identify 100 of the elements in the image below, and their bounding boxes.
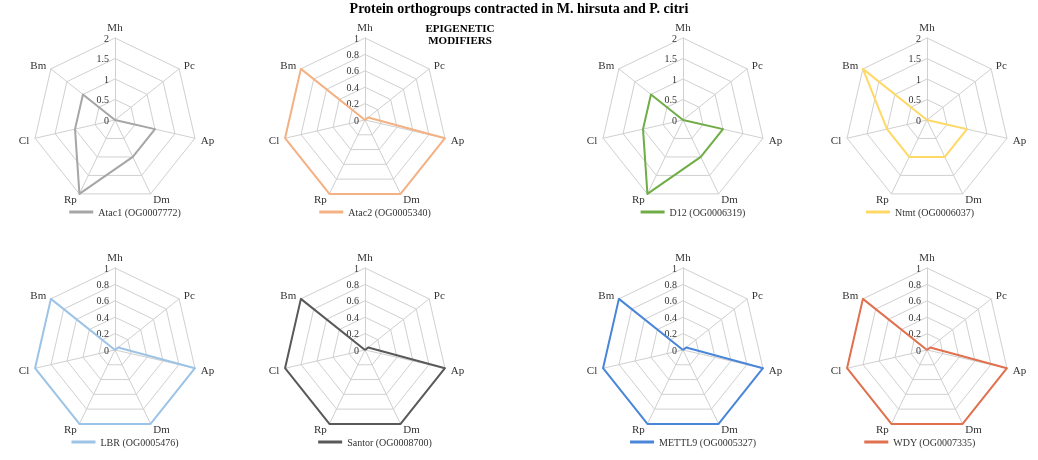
spoke-label: Bm [842, 289, 859, 302]
spoke-label: Ap [768, 363, 783, 376]
y-tick-label: 0.8 [96, 278, 109, 290]
y-tick-label: 2 [916, 32, 921, 44]
legend-label: Atac2 (OG0005340) [348, 206, 431, 219]
spoke-label: Bm [598, 59, 615, 72]
y-tick-label: 0.4 [346, 81, 359, 93]
y-tick-label: 0.4 [664, 311, 677, 323]
spoke-label: Pc [183, 59, 195, 72]
y-tick-label: 2 [104, 32, 109, 44]
spoke-label: Mh [357, 250, 374, 263]
spoke-label: Ap [200, 363, 215, 376]
spoke-label: Cl [830, 363, 842, 376]
spoke-label: Mh [107, 250, 124, 263]
spoke-label: Pc [433, 289, 445, 302]
spoke-label: Mh [919, 20, 936, 33]
y-tick-label: 0 [354, 114, 359, 126]
spoke-label: Cl [830, 133, 842, 146]
spoke-label: Ap [450, 363, 465, 376]
legend-label: WDY (OG0007335) [893, 436, 976, 449]
spoke-label: Rp [631, 193, 646, 206]
y-tick-label: 0.8 [346, 48, 359, 60]
spoke-label: Rp [313, 423, 328, 436]
y-tick-label: 0 [916, 344, 921, 356]
spoke-label: Cl [18, 363, 30, 376]
y-tick-label: 1 [672, 262, 677, 274]
spoke-label: Bm [842, 59, 859, 72]
y-tick-label: 0.6 [908, 295, 921, 307]
y-tick-label: 0.5 [908, 94, 921, 105]
spoke-label: Dm [965, 193, 983, 206]
spoke-label: Ap [768, 133, 783, 146]
y-tick-label: 0.5 [96, 94, 109, 105]
y-tick-label: 1 [354, 32, 359, 44]
y-tick-label: 0.2 [346, 98, 359, 110]
y-tick-label: 0.4 [96, 311, 109, 323]
y-tick-label: 1 [916, 262, 921, 274]
spoke-label: Mh [919, 250, 936, 263]
spoke-label: Rp [313, 193, 328, 206]
y-tick-label: 0 [104, 344, 109, 356]
y-tick-label: 0 [104, 114, 109, 126]
text: Protein orthogroups contracted in M. hirsuta and P. citri [348, 1, 690, 17]
y-tick-label: 0.2 [346, 328, 359, 340]
spoke-label: Bm [30, 289, 47, 302]
y-tick-label: 0.5 [664, 94, 677, 105]
y-tick-label: 0.6 [96, 295, 109, 307]
spoke-label: Pc [995, 289, 1007, 302]
spoke-label: Dm [153, 423, 171, 436]
spoke-label: Bm [280, 59, 297, 72]
legend-label: D12 (OG0006319) [669, 206, 746, 219]
spoke-label: Mh [357, 20, 374, 33]
spoke-label: Pc [183, 289, 195, 302]
spoke-label: Pc [751, 289, 763, 302]
y-tick-label: 0 [672, 114, 677, 126]
spoke-label: Rp [63, 193, 78, 206]
spoke-label: Pc [433, 59, 445, 72]
spoke-label: Bm [280, 289, 297, 302]
spoke-label: Bm [30, 59, 47, 72]
spoke-label: Ap [1012, 133, 1027, 146]
y-tick-label: 0.6 [346, 65, 359, 77]
y-tick-label: 1.5 [664, 53, 677, 64]
y-tick-label: 0.6 [346, 295, 359, 307]
spoke-label: Cl [18, 133, 30, 146]
y-tick-label: 2 [672, 32, 677, 44]
y-tick-label: 0.2 [664, 328, 677, 340]
y-tick-label: 0 [916, 114, 921, 126]
spoke-label: Mh [107, 20, 124, 33]
legend-label: LBR (OG0005476) [100, 436, 179, 449]
spoke-label: Pc [995, 59, 1007, 72]
y-tick-label: 1 [104, 73, 109, 85]
y-tick-label: 1.5 [96, 53, 109, 64]
spoke-label: Ap [200, 133, 215, 146]
y-tick-label: 0.4 [346, 311, 359, 323]
y-tick-label: 0.6 [664, 295, 677, 307]
spoke-label: Rp [63, 423, 78, 436]
spoke-label: Pc [751, 59, 763, 72]
y-tick-label: 0.2 [908, 328, 921, 340]
spoke-label: Cl [268, 133, 280, 146]
legend-label: Santor (OG0008700) [347, 436, 432, 449]
spoke-label: Dm [403, 193, 421, 206]
spoke-label: Dm [403, 423, 421, 436]
legend-label: METTL9 (OG0005327) [659, 436, 756, 449]
spoke-label: Cl [268, 363, 280, 376]
y-tick-label: 0.4 [908, 311, 921, 323]
spoke-label: Dm [153, 193, 171, 206]
y-tick-label: 1 [916, 73, 921, 85]
spoke-label: Dm [721, 423, 739, 436]
spoke-label: Mh [675, 250, 692, 263]
spoke-label: Rp [875, 193, 890, 206]
spoke-label: Rp [875, 423, 890, 436]
y-tick-label: 0 [672, 344, 677, 356]
spoke-label: Cl [586, 363, 598, 376]
y-tick-label: 0.2 [96, 328, 109, 340]
spoke-label: Dm [965, 423, 983, 436]
y-tick-label: 0.8 [346, 278, 359, 290]
chart-subtitle: EPIGENETIC MODIFIERS [424, 22, 496, 46]
spoke-label: Bm [598, 289, 615, 302]
spoke-label: Ap [1012, 363, 1027, 376]
y-tick-label: 0.8 [908, 278, 921, 290]
spoke-label: Ap [450, 133, 465, 146]
y-tick-label: 0 [354, 344, 359, 356]
